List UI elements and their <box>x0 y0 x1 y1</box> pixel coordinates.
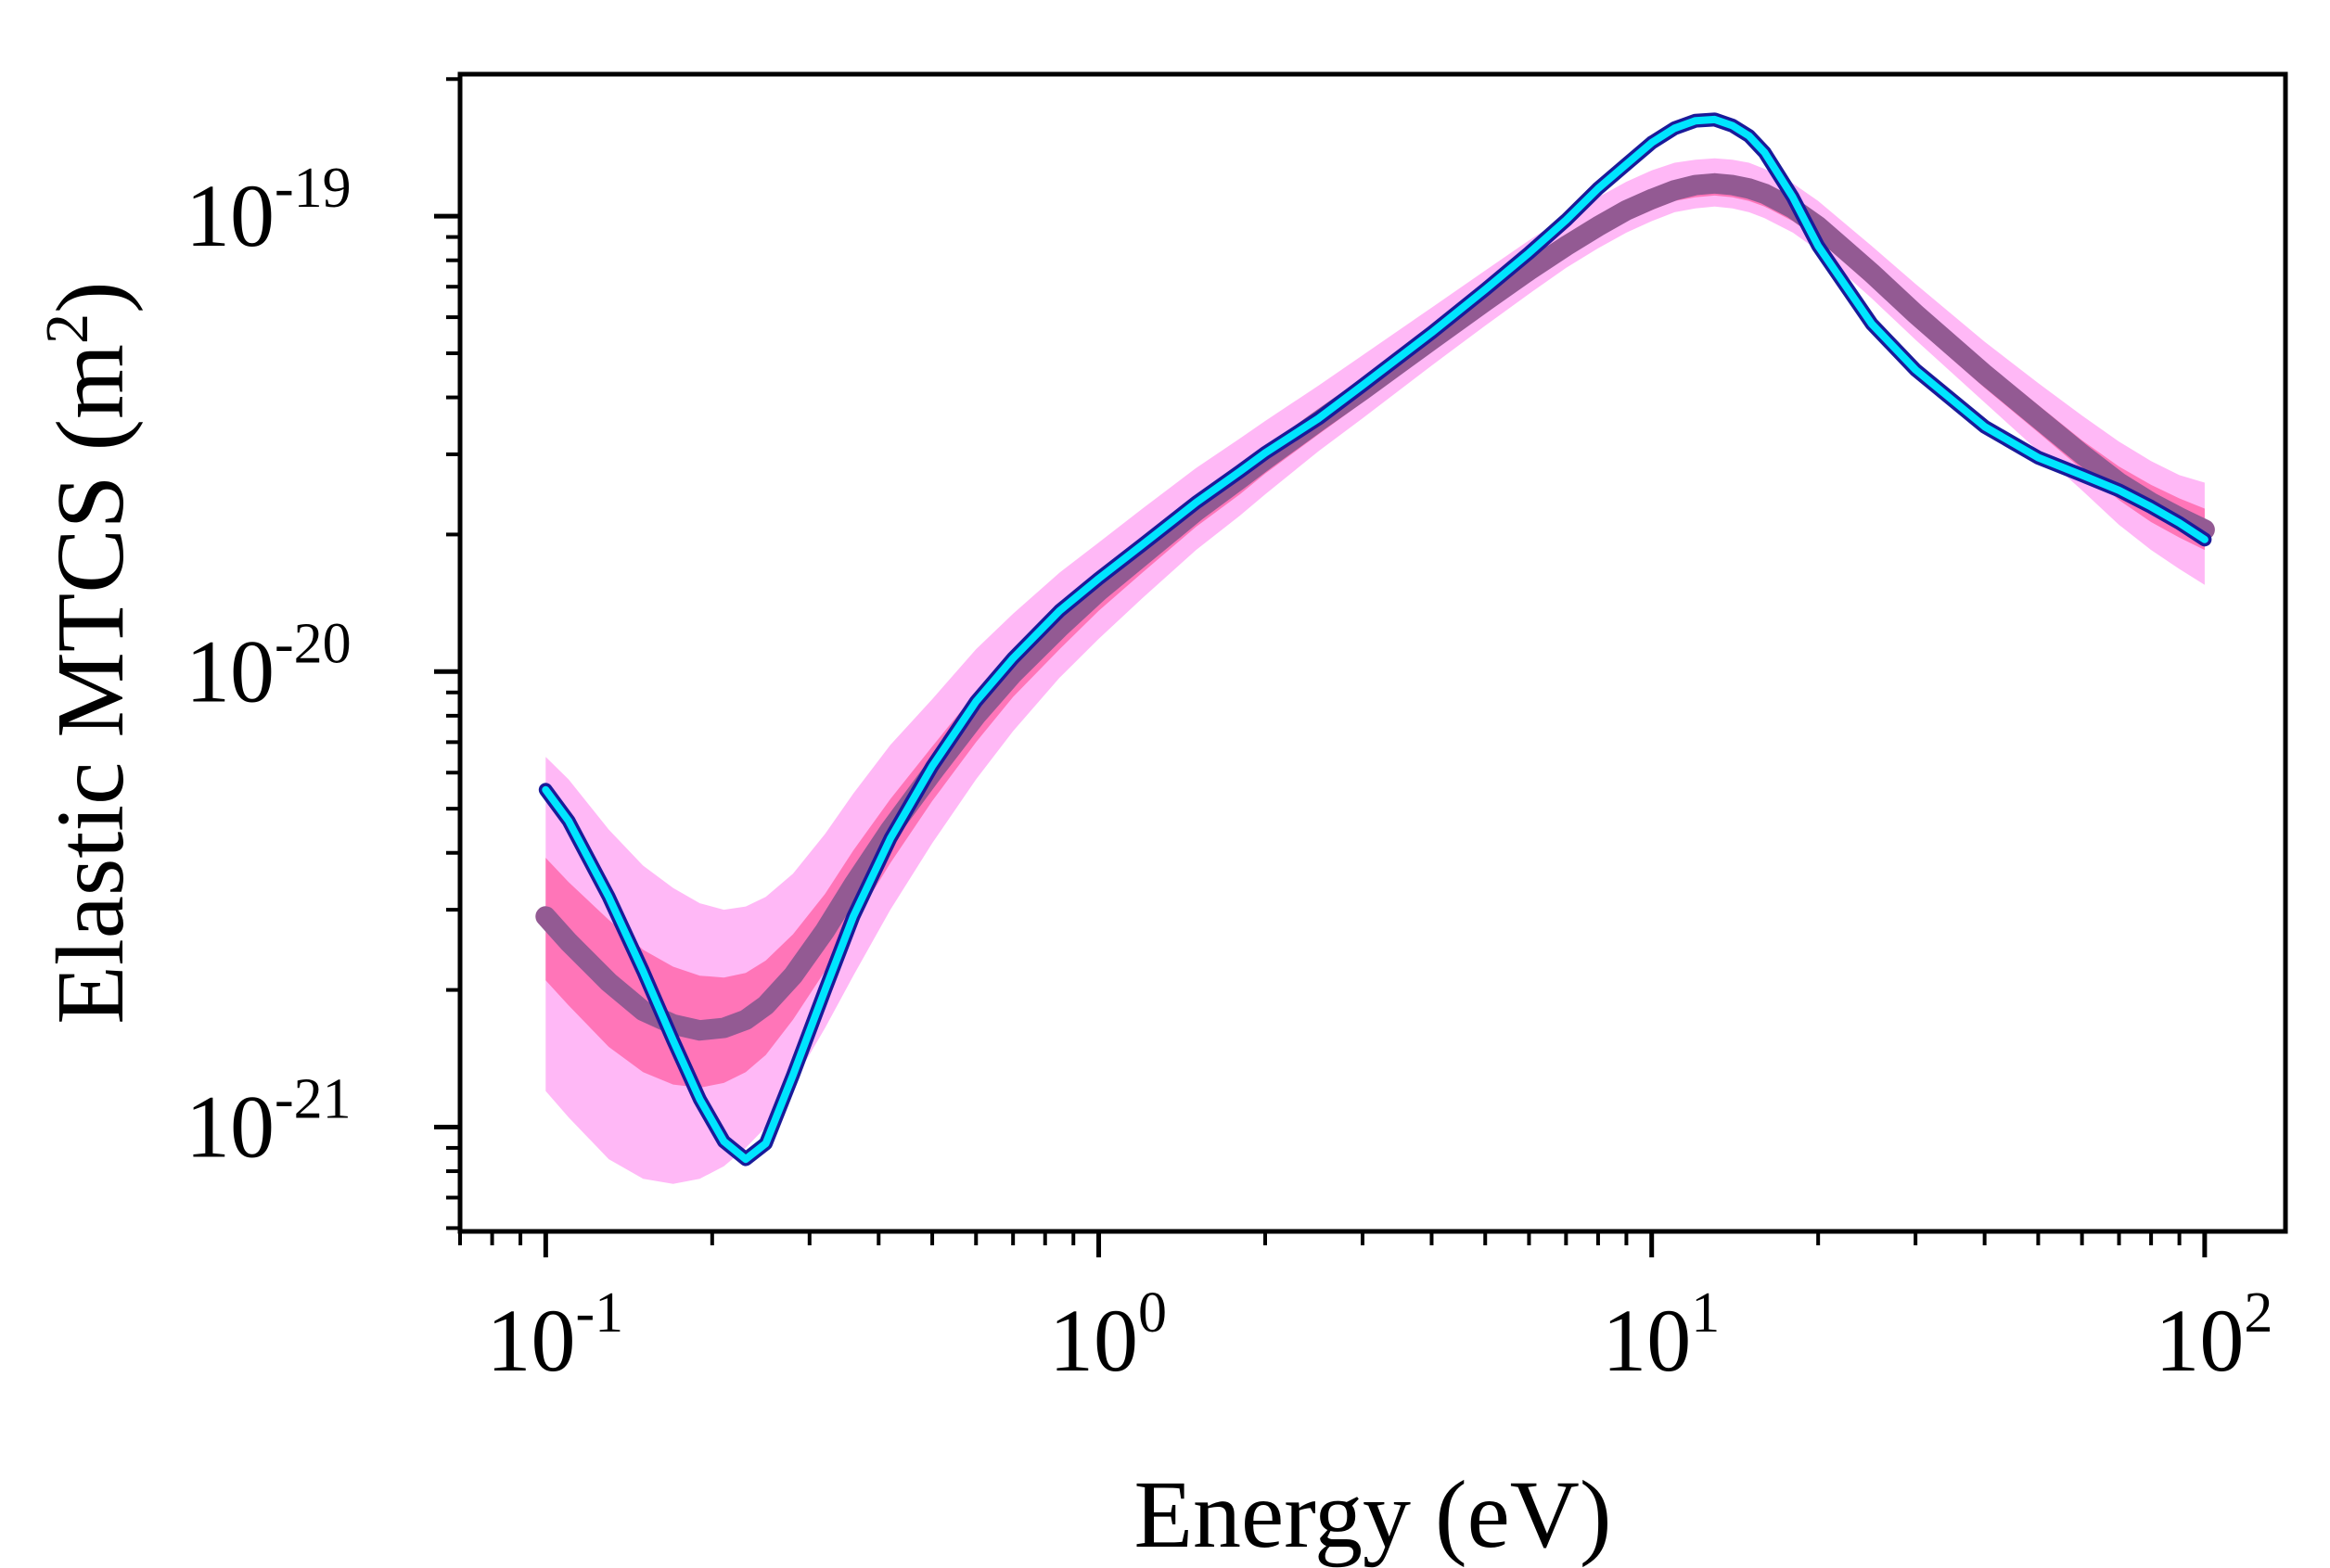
tick-label-exponent: -1 <box>576 1281 624 1345</box>
inner-uncertainty-band <box>545 173 2205 1088</box>
x-tick-label: 101 <box>1602 1281 1720 1390</box>
tick-label-exponent: -19 <box>275 157 352 220</box>
tick-label-base: 10 <box>186 166 275 265</box>
tick-label-base: 10 <box>487 1291 576 1390</box>
series-line-reference <box>542 115 2208 1164</box>
tick-label-base: 10 <box>2155 1291 2244 1390</box>
tick-label-exponent: -21 <box>275 1067 352 1130</box>
axis-ticks <box>434 77 2208 1257</box>
tick-label-exponent: 2 <box>2244 1281 2272 1345</box>
x-tick-label: 100 <box>1049 1281 1167 1390</box>
x-tick-label: 10-1 <box>487 1281 624 1390</box>
y-tick-label: 10-21 <box>186 1067 352 1176</box>
y-axis-label-text: Elastic MTCS (m <box>37 344 144 1025</box>
y-tick-label: 10-19 <box>186 157 352 265</box>
y-tick-label: 10-20 <box>186 612 352 720</box>
tick-label-base: 10 <box>1602 1291 1691 1390</box>
x-axis-label: Energy (eV) <box>1134 1461 1612 1568</box>
tick-label-base: 10 <box>186 1077 275 1176</box>
tick-label-exponent: 0 <box>1138 1281 1167 1345</box>
tick-label-base: 10 <box>1049 1291 1138 1390</box>
y-axis-label-superscript: 2 <box>33 313 101 344</box>
tick-label-exponent: 1 <box>1691 1281 1720 1345</box>
tick-label-base: 10 <box>186 621 275 720</box>
plot-frame <box>457 71 2288 1234</box>
y-axis-label-close: ) <box>37 281 144 313</box>
plot-area <box>535 112 2215 1184</box>
tick-label-exponent: -20 <box>275 612 352 675</box>
y-axis-label: Elastic MTCS (m2) <box>33 281 144 1024</box>
x-tick-label: 102 <box>2155 1281 2272 1390</box>
